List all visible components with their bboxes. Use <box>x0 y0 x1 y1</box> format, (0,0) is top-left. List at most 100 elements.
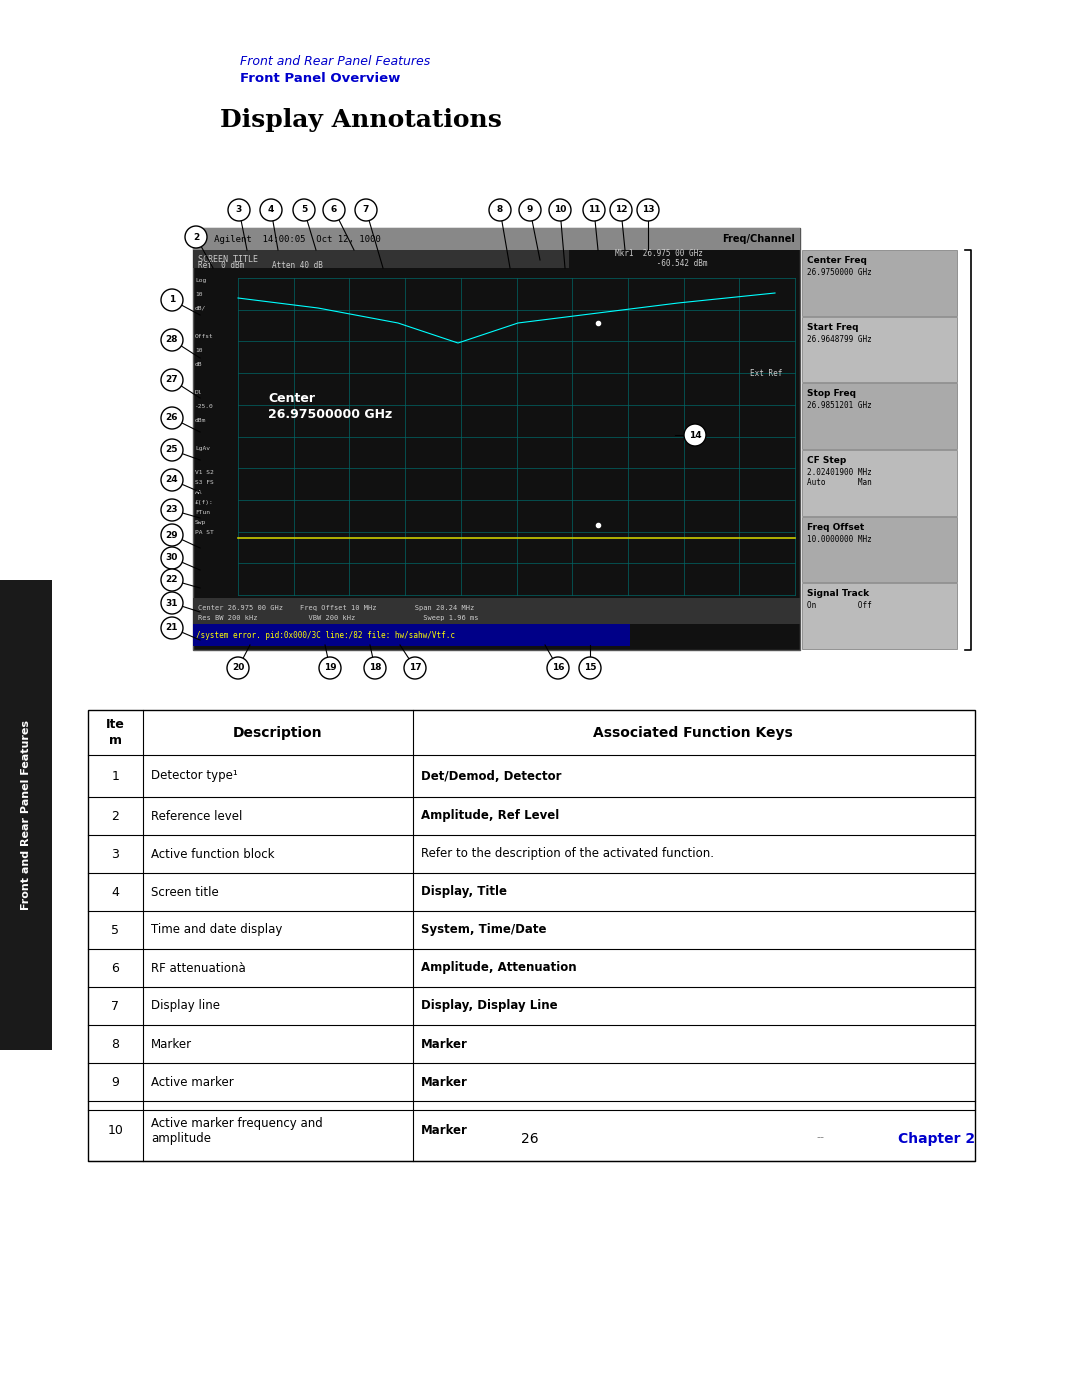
Text: --: -- <box>816 1132 824 1141</box>
Text: 1: 1 <box>111 770 120 782</box>
Text: Marker: Marker <box>421 1076 468 1088</box>
Text: dB: dB <box>195 362 203 367</box>
Text: Start Freq: Start Freq <box>807 323 859 331</box>
Text: 27: 27 <box>165 376 178 384</box>
Text: 22: 22 <box>165 576 178 584</box>
Circle shape <box>323 198 345 221</box>
Text: S3 FS: S3 FS <box>195 481 214 485</box>
Text: Ite
m: Ite m <box>106 718 125 746</box>
Text: -60.542 dBm: -60.542 dBm <box>615 260 707 268</box>
Circle shape <box>260 198 282 221</box>
Circle shape <box>583 198 605 221</box>
Bar <box>802 450 957 515</box>
Text: Front and Rear Panel Features: Front and Rear Panel Features <box>240 54 430 68</box>
Text: 5: 5 <box>111 923 120 936</box>
Text: 10: 10 <box>195 292 203 298</box>
Text: 26: 26 <box>522 1132 539 1146</box>
Circle shape <box>161 469 183 490</box>
Text: Mkr1  26.975 00 GHz: Mkr1 26.975 00 GHz <box>615 250 703 258</box>
Text: dBm: dBm <box>195 418 206 423</box>
Text: Marker: Marker <box>421 1125 468 1137</box>
Text: Front Panel Overview: Front Panel Overview <box>240 73 401 85</box>
Circle shape <box>161 369 183 391</box>
Text: 13: 13 <box>642 205 654 215</box>
Text: 28: 28 <box>165 335 178 345</box>
Text: Refer to the description of the activated function.: Refer to the description of the activate… <box>421 848 714 861</box>
Text: 30: 30 <box>166 553 178 563</box>
Text: Marker: Marker <box>421 1038 468 1051</box>
Circle shape <box>161 499 183 521</box>
Text: Active function block: Active function block <box>151 848 274 861</box>
Text: Display Annotations: Display Annotations <box>220 108 502 131</box>
Circle shape <box>161 289 183 312</box>
Text: 21: 21 <box>165 623 178 633</box>
Text: 26.9750000 GHz: 26.9750000 GHz <box>807 268 872 277</box>
Text: Stop Freq: Stop Freq <box>807 390 856 398</box>
Text: LgAv: LgAv <box>195 446 210 451</box>
Text: 3: 3 <box>235 205 242 215</box>
Text: 8: 8 <box>497 205 503 215</box>
Text: Marker: Marker <box>151 1038 192 1051</box>
Circle shape <box>579 657 600 679</box>
Text: 6: 6 <box>111 961 120 975</box>
Circle shape <box>161 592 183 615</box>
Text: Freq Offset: Freq Offset <box>807 522 864 532</box>
Text: 10: 10 <box>554 205 566 215</box>
Text: 10.0000000 MHz: 10.0000000 MHz <box>807 535 872 543</box>
Text: FTun: FTun <box>195 510 210 515</box>
Text: 7: 7 <box>111 999 120 1013</box>
Bar <box>193 250 569 268</box>
Text: 31: 31 <box>165 598 178 608</box>
Text: Freq/Channel: Freq/Channel <box>723 235 795 244</box>
Text: Amplitude, Attenuation: Amplitude, Attenuation <box>421 961 577 975</box>
Text: Detector type¹: Detector type¹ <box>151 770 238 782</box>
Bar <box>802 584 957 650</box>
Text: 2.02401900 MHz
Auto       Man: 2.02401900 MHz Auto Man <box>807 468 872 488</box>
Circle shape <box>185 226 207 249</box>
Text: Ref  0 dBm      Atten 40 dB: Ref 0 dBm Atten 40 dB <box>198 260 323 270</box>
Text: ✦  Agilent  14:00:05  Oct 12, 1000: ✦ Agilent 14:00:05 Oct 12, 1000 <box>198 235 381 243</box>
Text: SCREEN TITLE: SCREEN TITLE <box>198 254 258 264</box>
Text: 5: 5 <box>301 205 307 215</box>
Circle shape <box>364 657 386 679</box>
Circle shape <box>161 524 183 546</box>
Text: Display, Display Line: Display, Display Line <box>421 999 557 1013</box>
Text: 14: 14 <box>689 430 701 440</box>
Text: 29: 29 <box>165 531 178 539</box>
Text: Center: Center <box>268 393 315 405</box>
Text: Det/Demod, Detector: Det/Demod, Detector <box>421 770 562 782</box>
Circle shape <box>161 617 183 638</box>
Text: Swp: Swp <box>195 520 206 525</box>
Text: 10: 10 <box>108 1125 123 1137</box>
Text: dB/: dB/ <box>195 306 206 312</box>
Text: 15: 15 <box>584 664 596 672</box>
Bar <box>0 580 52 1051</box>
Circle shape <box>228 198 249 221</box>
Text: 26.9851201 GHz: 26.9851201 GHz <box>807 401 872 411</box>
Circle shape <box>519 198 541 221</box>
Text: 6: 6 <box>330 205 337 215</box>
Text: RF attenuationà: RF attenuationà <box>151 961 246 975</box>
Text: Time and date display: Time and date display <box>151 923 282 936</box>
Circle shape <box>161 548 183 569</box>
Bar <box>193 624 630 645</box>
Text: Associated Function Keys: Associated Function Keys <box>593 725 793 739</box>
Circle shape <box>549 198 571 221</box>
Circle shape <box>404 657 426 679</box>
Circle shape <box>227 657 249 679</box>
Text: 26: 26 <box>165 414 178 422</box>
Text: 17: 17 <box>408 664 421 672</box>
Text: CF Step: CF Step <box>807 455 847 465</box>
Text: 4: 4 <box>111 886 120 898</box>
Text: On         Off: On Off <box>807 601 872 610</box>
Bar <box>193 598 800 624</box>
Text: System, Time/Date: System, Time/Date <box>421 923 546 936</box>
Text: Log: Log <box>195 278 206 284</box>
Text: 24: 24 <box>165 475 178 485</box>
Text: Active marker frequency and
amplitude: Active marker frequency and amplitude <box>151 1118 323 1146</box>
Text: V1 S2: V1 S2 <box>195 469 214 475</box>
Text: 4: 4 <box>268 205 274 215</box>
Circle shape <box>610 198 632 221</box>
Text: -25.0: -25.0 <box>195 404 214 409</box>
Text: 9: 9 <box>111 1076 120 1088</box>
